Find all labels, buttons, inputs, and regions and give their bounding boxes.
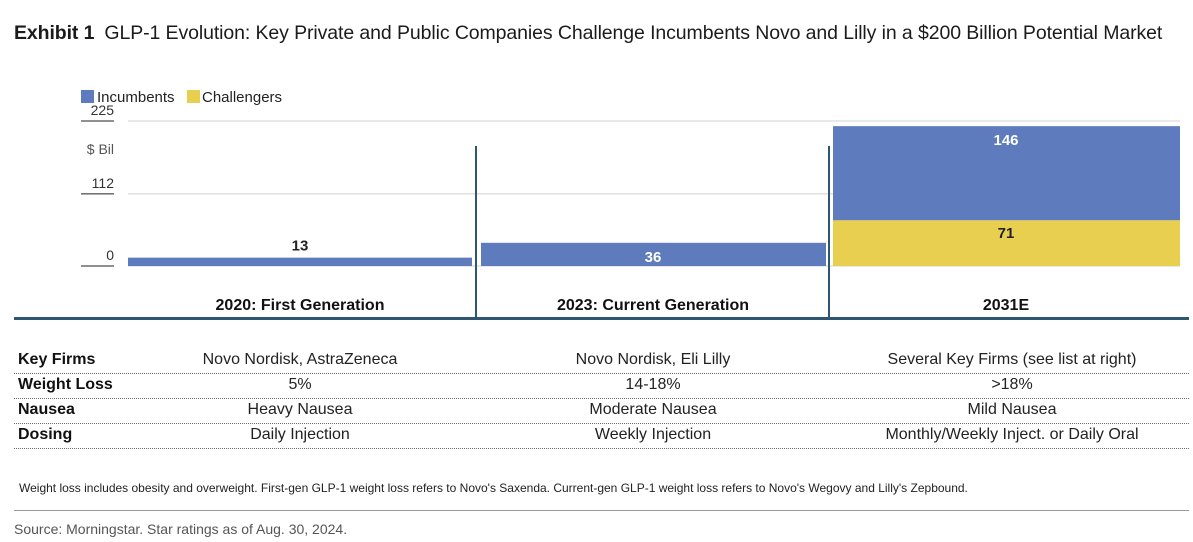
bar-incumbents (833, 126, 1180, 221)
legend-swatch-incumbents (81, 90, 94, 103)
table-cell: Weekly Injection (594, 426, 712, 443)
bar-incumbents (128, 257, 472, 266)
legend-label-incumbents: Incumbents (97, 89, 175, 106)
y-tick-label: 112 (92, 175, 115, 191)
category-label: 2031E (983, 297, 1030, 314)
y-tick-label: 225 (91, 102, 115, 118)
row-label: Weight Loss (18, 376, 113, 393)
table-cell: Novo Nordisk, AstraZeneca (202, 351, 398, 368)
data-label-challengers: 71 (998, 225, 1015, 242)
category-label: 2020: First Generation (216, 297, 385, 314)
table-cell: 14-18% (625, 376, 681, 393)
table-cell: Mild Nausea (967, 401, 1057, 418)
table-cell: Moderate Nausea (589, 401, 717, 418)
y-axis-unit: $ Bil (87, 141, 114, 157)
table-cell: Daily Injection (250, 426, 350, 443)
row-label: Nausea (18, 401, 75, 418)
legend-swatch-challengers (187, 90, 200, 103)
table-cell: >18% (991, 376, 1033, 393)
source-text: Source: Morningstar. Star ratings as of … (14, 521, 348, 537)
row-label: Key Firms (18, 351, 96, 368)
legend-label-challengers: Challengers (202, 89, 282, 106)
table-row: Dosing Daily Injection Weekly Injection Mon… (14, 423, 1189, 449)
source-rule (14, 510, 1189, 511)
category-label: 2023: Current Generation (557, 297, 749, 314)
title-text: GLP-1 Evolution: Key Private and Public … (104, 22, 1163, 44)
data-label-incumbents: 36 (645, 249, 662, 266)
row-label: Dosing (18, 426, 73, 443)
table-row: Key Firms Novo Nordisk, AstraZeneca Novo N… (14, 348, 1189, 374)
table-cell: Heavy Nausea (247, 401, 353, 418)
table-row: Weight Loss 5% 14-18% >18% (14, 373, 1189, 399)
bar-incumbents (481, 242, 826, 266)
table-cell: Several Key Firms (see list at right) (887, 351, 1137, 368)
exhibit-title: Exhibit 1 GLP-1 Evolution: Key Private an… (14, 22, 1162, 45)
table-cell: 5% (288, 376, 312, 393)
y-tick-label: 0 (106, 247, 114, 263)
footnote: Weight loss includes obesity and overwei… (19, 481, 968, 495)
chart: Incumbents Challengers 225 112 0 $ Bil 13 2020:… (81, 89, 1180, 320)
data-label-incumbents: 146 (993, 132, 1018, 149)
data-label-incumbents: 13 (292, 238, 309, 255)
exhibit-label: Exhibit 1 (14, 22, 95, 44)
bar-challengers (833, 220, 1180, 266)
table-row: Nausea Heavy Nausea Moderate Nausea Mild Na… (14, 398, 1189, 424)
table-cell: Monthly/Weekly Inject. or Daily Oral (885, 426, 1139, 443)
table-top-rule (14, 317, 1189, 320)
table-cell: Novo Nordisk, Eli Lilly (575, 351, 731, 368)
